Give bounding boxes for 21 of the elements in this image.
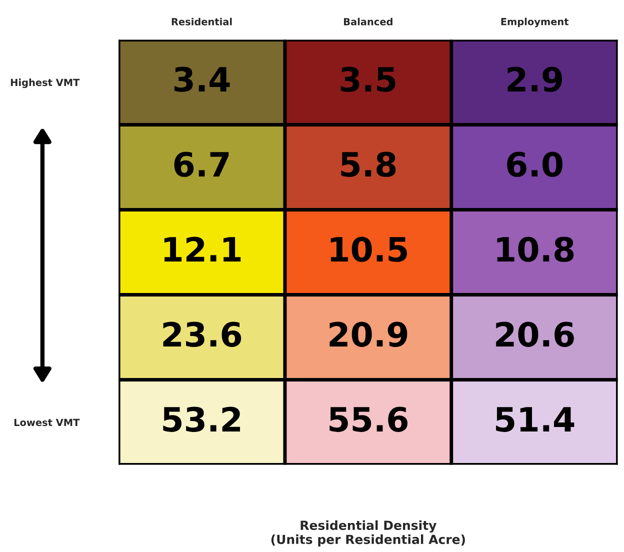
data-label: 10.8 <box>497 236 574 262</box>
data-label: 5.8 <box>341 152 396 177</box>
data-label: 20.6 <box>496 322 574 347</box>
data-label: 6.7 <box>174 152 229 177</box>
data-label: 53.2 <box>163 406 240 432</box>
data-label: 51.4 <box>496 407 574 432</box>
data-label: 20.9 <box>330 322 408 347</box>
data-label: 2.9 <box>508 66 562 92</box>
x-tick-label: Residential <box>172 18 232 26</box>
data-label: 6.0 <box>507 152 562 177</box>
y-tick-label: Lowest VMT <box>14 418 80 426</box>
x-axis-title: Residential Density (Units per Residential Acre) <box>271 520 465 547</box>
x-tick-label: Balanced <box>344 18 392 26</box>
data-label: 10.5 <box>330 236 407 262</box>
data-label: 12.1 <box>164 236 241 262</box>
data-label: 3.4 <box>174 66 230 92</box>
data-label: 3.5 <box>340 66 396 92</box>
x-tick-label: Employment <box>501 18 569 28</box>
data-label: 55.6 <box>330 406 408 432</box>
data-label: 23.6 <box>163 322 242 347</box>
y-tick-label: Highest VMT <box>10 78 80 88</box>
